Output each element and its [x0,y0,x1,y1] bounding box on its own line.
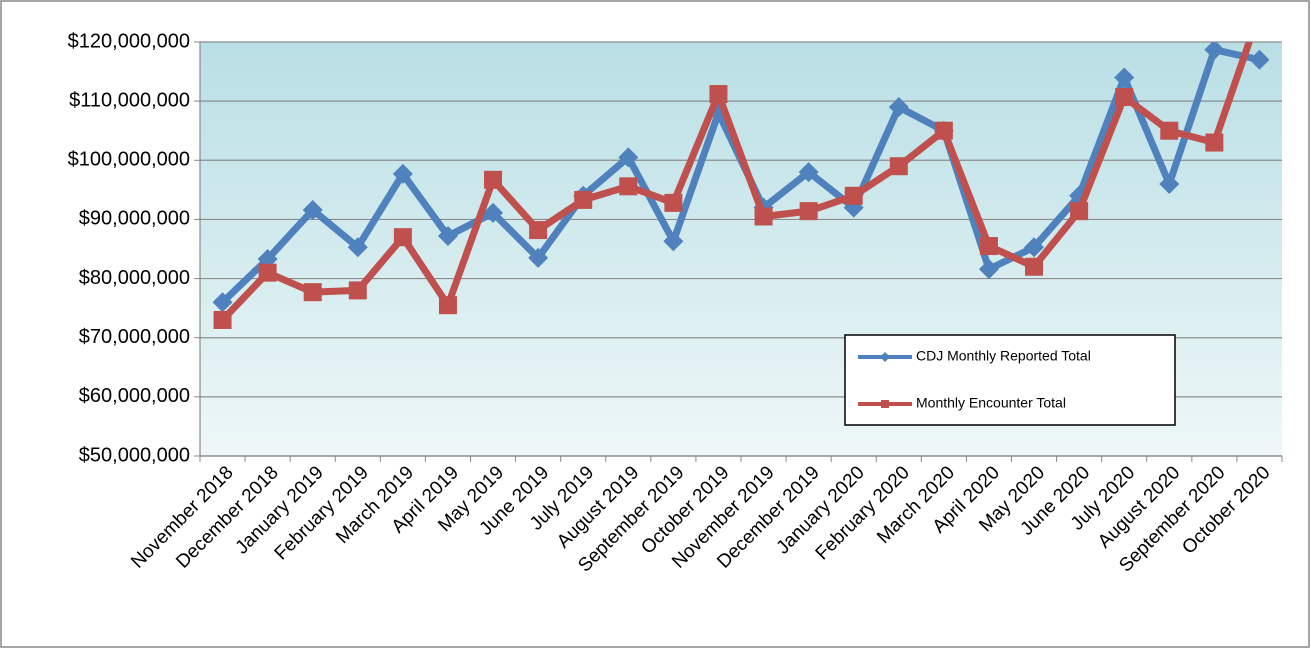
y-tick-label: $90,000,000 [79,208,190,230]
marker [1025,257,1044,276]
marker [709,85,728,104]
marker [437,225,458,246]
marker [1115,88,1134,107]
marker [1160,121,1179,140]
legend-marker [880,352,890,362]
marker [347,237,368,258]
marker [1159,173,1180,194]
legend-marker [881,400,889,408]
marker [1070,202,1089,221]
marker [979,237,998,256]
marker [1024,237,1045,258]
y-tick-label: $70,000,000 [79,326,190,348]
marker [484,170,503,189]
marker [303,283,322,302]
y-tick-label: $50,000,000 [79,444,190,466]
marker [889,157,908,176]
marker [212,292,233,313]
y-tick-label: $110,000,000 [69,89,190,111]
y-tick-label: $80,000,000 [79,267,190,289]
marker [798,162,819,183]
marker [1114,67,1135,88]
marker [393,228,412,247]
legend-label: CDJ Monthly Reported Total [916,348,1091,364]
marker [438,296,457,315]
marker [574,190,593,209]
marker [213,310,232,329]
marker [664,193,683,212]
marker [258,263,277,282]
marker [302,199,323,220]
legend-box [844,334,1176,426]
marker [618,147,639,168]
y-tick-label: $60,000,000 [79,385,190,407]
marker [1205,133,1224,152]
marker [1204,42,1225,60]
marker [799,202,818,221]
y-tick-label: $120,000,000 [68,30,190,52]
marker [754,207,773,226]
marker [934,121,953,140]
marker [619,177,638,196]
legend: CDJ Monthly Reported Total Monthly Encoun… [844,334,1176,426]
y-tick-label: $100,000,000 [68,149,190,171]
marker [529,221,548,240]
marker [844,186,863,205]
marker [483,202,504,223]
marker [978,259,999,280]
marker [348,281,367,300]
marker [888,97,909,118]
marker [1249,49,1270,70]
marker [663,231,684,252]
legend-label: Monthly Encounter Total [916,395,1066,411]
marker [392,163,413,184]
marker [528,247,549,268]
